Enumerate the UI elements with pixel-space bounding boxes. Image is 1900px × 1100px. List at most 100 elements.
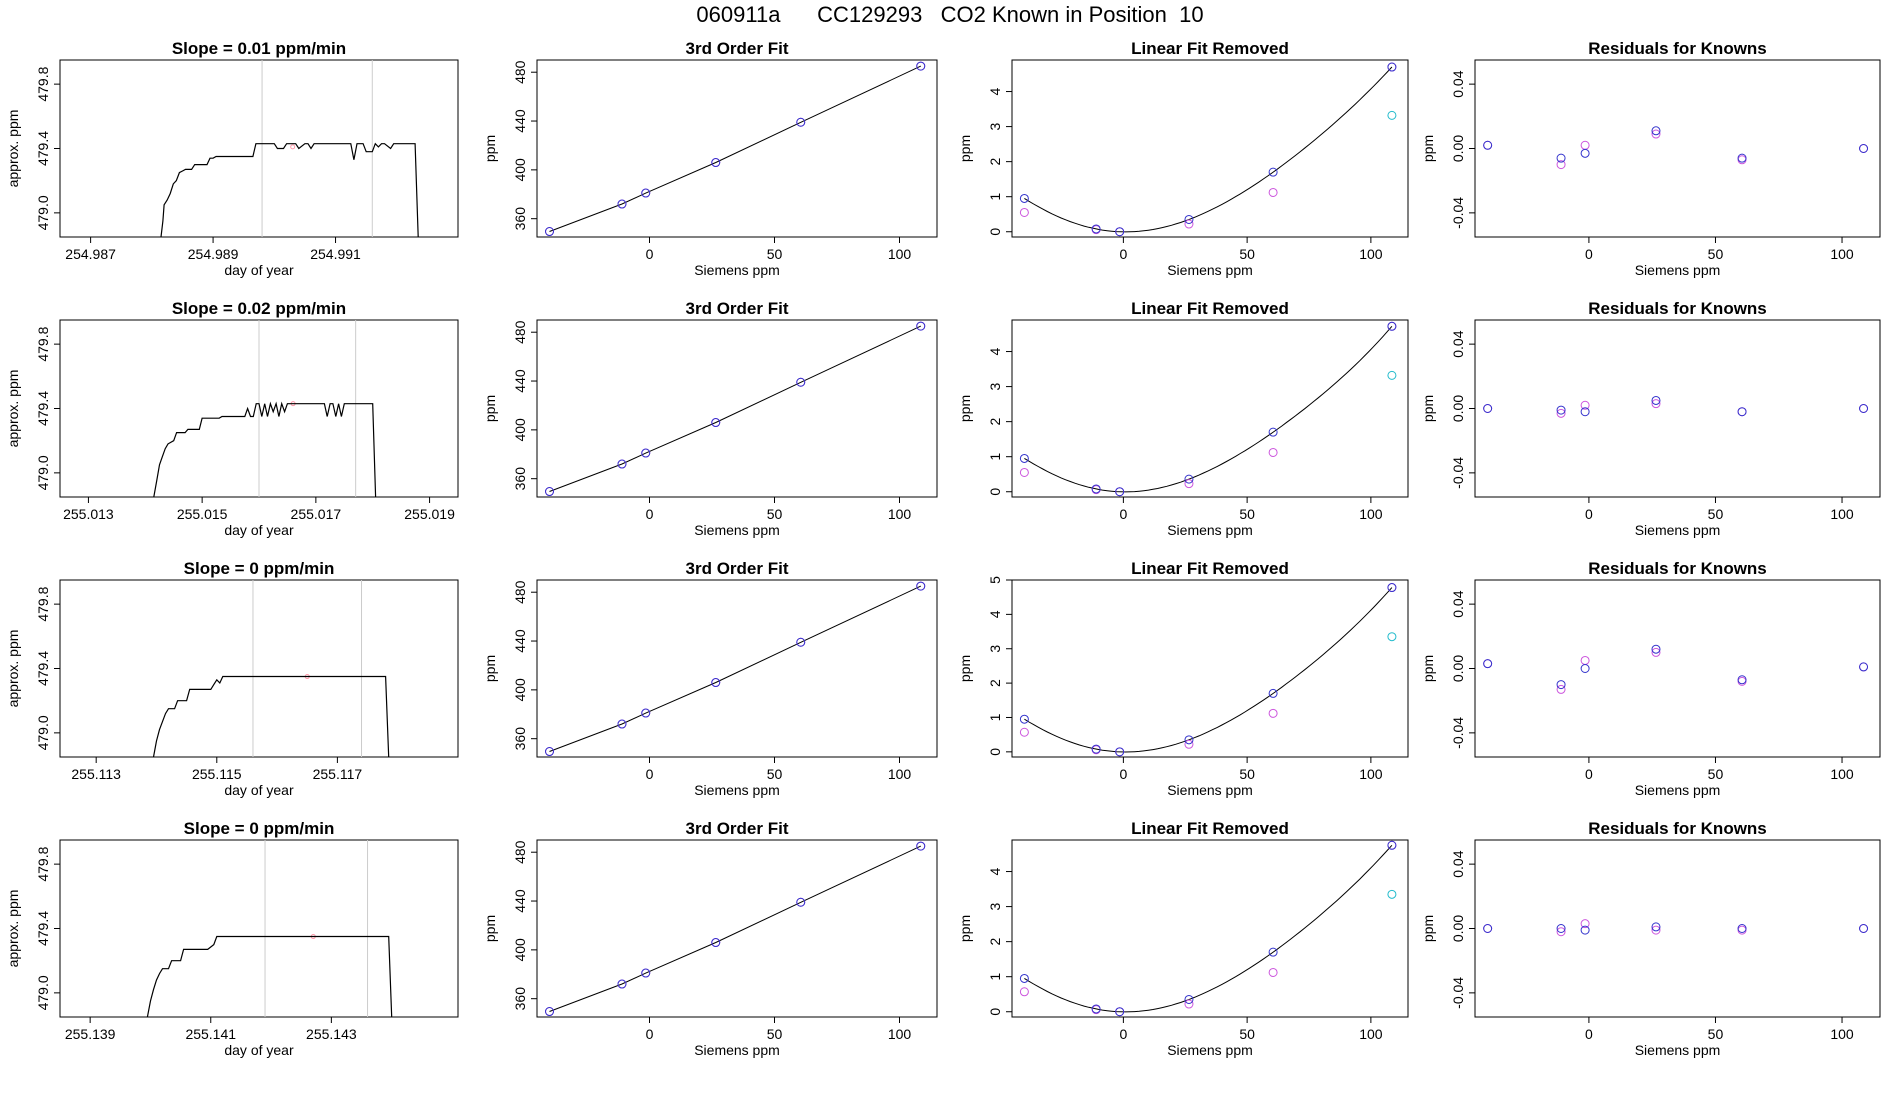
data-point-blue	[1859, 144, 1869, 153]
x-axis-label: Siemens ppm	[694, 782, 780, 798]
panel-4-4: Residuals for Knowns 0 50 100 -0.04 0.00 0.04 S…	[1420, 819, 1881, 1058]
x-tick-label: 255.113	[71, 766, 121, 782]
data-point-magenta	[1651, 647, 1661, 657]
y-tick-label: 440	[512, 369, 528, 393]
panel-1-1: Slope = 0.01 ppm/min 254.987 254.989 254.99…	[5, 39, 459, 278]
data-point	[617, 719, 627, 729]
data-point-blue	[1268, 427, 1278, 437]
data-point-blue	[1091, 484, 1101, 494]
y-tick-label: 0.00	[1450, 915, 1466, 942]
y-tick-label: 479.4	[35, 131, 51, 166]
y-axis-label: ppm	[482, 915, 498, 942]
data-point-magenta	[1580, 919, 1590, 929]
y-tick-label: 479.8	[35, 846, 51, 881]
x-tick-label: 0	[1585, 506, 1593, 522]
data-point	[711, 938, 721, 948]
panel-title: 3rd Order Fit	[686, 559, 789, 578]
fit-line	[549, 585, 922, 752]
data-point	[711, 418, 721, 428]
panel-title: Linear Fit Removed	[1131, 819, 1289, 838]
data-point-blue	[1483, 404, 1493, 413]
fit-curve	[1024, 587, 1393, 753]
data-point	[711, 678, 721, 688]
data-point	[711, 158, 721, 168]
data-point-blue	[1091, 224, 1101, 234]
data-point-cyan	[1387, 632, 1397, 642]
data-point-blue	[1115, 487, 1125, 497]
trace-line	[160, 142, 419, 238]
x-tick-label: 50	[1708, 766, 1724, 782]
y-tick-label: 3	[987, 122, 1003, 130]
x-tick-label: 0	[1119, 766, 1127, 782]
panel-2-3: Linear Fit Removed 0 50 100 0 1 2 3 4 Siemens ppm…	[957, 299, 1409, 538]
data-point-magenta	[1268, 708, 1278, 718]
x-tick-label: 255.143	[306, 1026, 357, 1042]
x-tick-label: 100	[1830, 246, 1854, 262]
data-point-blue	[1019, 714, 1029, 724]
data-point-blue	[1115, 1007, 1125, 1017]
data-point-blue	[1556, 405, 1566, 415]
data-point-blue	[1737, 924, 1747, 933]
y-axis-label: approx. ppm	[5, 370, 21, 448]
x-tick-label: 100	[1359, 766, 1383, 782]
y-tick-label: 400	[512, 158, 528, 182]
fit-curve	[1024, 325, 1393, 493]
y-tick-label: 0.00	[1450, 655, 1466, 682]
y-tick-label: 440	[512, 889, 528, 913]
data-point-blue	[1651, 126, 1661, 136]
mean-marker	[290, 144, 296, 150]
y-tick-label: 479.4	[35, 651, 51, 686]
plot-frame	[1474, 59, 1881, 238]
x-tick-label: 50	[1239, 1026, 1255, 1042]
x-tick-label: 0	[646, 506, 654, 522]
x-axis-label: Siemens ppm	[694, 262, 780, 278]
x-tick-label: 100	[1830, 506, 1854, 522]
x-tick-label: 255.115	[192, 766, 242, 782]
x-tick-label: 100	[888, 246, 912, 262]
x-axis-label: day of year	[224, 1042, 294, 1058]
panel-3-4: Residuals for Knowns 0 50 100 -0.04 0.00 0.04 S…	[1420, 559, 1881, 798]
x-tick-label: 50	[1239, 506, 1255, 522]
y-tick-label: 2	[987, 158, 1003, 166]
y-tick-label: -0.04	[1450, 977, 1466, 1009]
data-point-magenta	[1268, 967, 1278, 977]
x-tick-label: 255.015	[177, 506, 228, 522]
data-point-magenta	[1019, 987, 1029, 997]
y-axis-label: approx. ppm	[5, 890, 21, 968]
y-tick-label: 0	[987, 748, 1003, 756]
data-point-blue	[1580, 925, 1590, 935]
data-point	[545, 227, 554, 237]
data-point-blue	[1387, 321, 1397, 331]
data-point-blue	[1737, 153, 1747, 163]
panel-3-1: Slope = 0 ppm/min 255.113 255.115 255.117 47…	[5, 559, 459, 798]
data-point	[916, 61, 926, 71]
data-point-blue	[1580, 407, 1590, 417]
panel-2-4: Residuals for Knowns 0 50 100 -0.04 0.00 0.04 S…	[1420, 299, 1881, 538]
data-point-magenta	[1184, 479, 1194, 489]
data-point	[545, 487, 554, 497]
x-axis-label: Siemens ppm	[1635, 1042, 1721, 1058]
data-point-magenta	[1019, 467, 1029, 477]
y-tick-label: 4	[987, 610, 1003, 618]
plot-frame	[1474, 319, 1881, 498]
x-tick-label: 0	[1119, 506, 1127, 522]
y-tick-label: 440	[512, 109, 528, 133]
panel-3-3: Linear Fit Removed 0 50 100 0 1 2 3 4 5 Siemens pp…	[957, 559, 1409, 798]
y-tick-label: 0.00	[1450, 135, 1466, 162]
data-point-blue	[1387, 840, 1397, 850]
y-tick-label: 0.04	[1450, 590, 1466, 617]
x-tick-label: 254.989	[188, 246, 239, 262]
x-tick-label: 50	[1239, 246, 1255, 262]
x-tick-label: 255.017	[291, 506, 342, 522]
x-tick-label: 0	[1585, 246, 1593, 262]
plot-frame	[59, 579, 459, 758]
data-point-blue	[1268, 947, 1278, 957]
plot-frame	[536, 839, 938, 1018]
data-point-blue	[1184, 474, 1194, 484]
y-tick-label: 2	[987, 679, 1003, 687]
panel-title: Residuals for Knowns	[1588, 559, 1767, 578]
x-tick-label: 100	[1830, 766, 1854, 782]
x-tick-label: 100	[1359, 506, 1383, 522]
y-axis-label: ppm	[957, 395, 973, 422]
plot-frame	[536, 319, 938, 498]
